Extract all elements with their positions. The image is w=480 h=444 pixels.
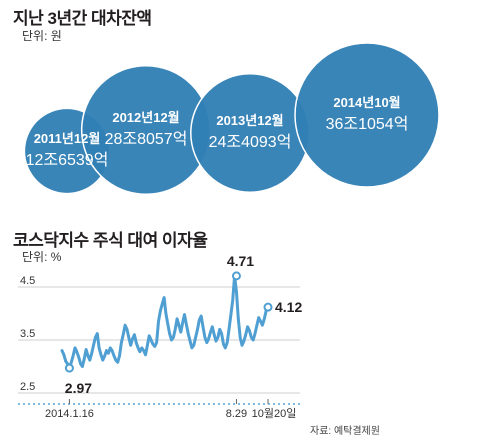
x-axis-ticks: 2014.1.16 8.29 10월20일 [45,399,296,420]
annotation-label: 2.97 [65,380,92,396]
y-tick-label: 2.5 [20,381,35,393]
rate-line [60,274,270,370]
annotation-label: 4.71 [227,253,254,269]
chart-title-loan-balance: 지난 3년간 대차잔액 [13,9,152,28]
line-chart-grid [18,286,300,405]
annotation-point [263,302,273,312]
bubble-chart: 2011년12월 12조6539억 2012년12월 28조8057억 2013년12월… [23,42,440,196]
unit-label-won: 단위: 원 [22,29,62,43]
bubble-year-label: 2014년10월 [333,95,400,110]
bubble-value-label: 24조4093억 [209,133,292,151]
bubble-year-label: 2011년12월 [34,131,101,146]
x-tick-label: 8.29 [226,408,247,420]
unit-label-percent: 단위: % [22,250,62,264]
bubble-value-label: 12조6539억 [26,151,109,169]
annotation-point [64,363,74,373]
bubble-2 [190,73,310,193]
bubble-year-label: 2013년12월 [216,113,283,128]
line-chart-plot [60,274,270,370]
bubble-value-label: 36조1054억 [326,115,409,133]
x-tick-label: 2014.1.16 [45,408,94,420]
chart-title-lending-rate: 코스닥지수 주식 대여 이자율 [13,231,208,250]
y-tick-label: 3.5 [20,328,35,340]
y-axis-ticks: 4.5 3.5 2.5 [20,275,35,393]
bubble-3 [294,42,440,188]
annotation-point [231,271,241,281]
bubble-year-label: 2012년12월 [112,110,179,125]
bubble-value-label: 28조8057억 [105,130,188,148]
x-tick-label: 10월20일 [252,406,297,420]
source-note: 자료: 예탁결제원 [310,425,380,437]
annotation-label: 4.12 [275,299,302,315]
line-chart-callouts: 2.97 4.71 4.12 [65,253,303,396]
y-tick-label: 4.5 [20,275,35,287]
